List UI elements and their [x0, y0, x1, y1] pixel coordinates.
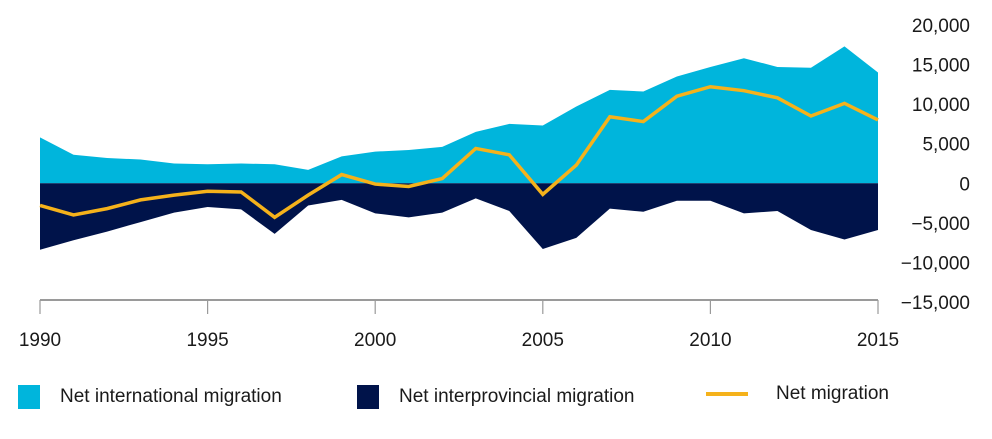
legend-label: Net migration — [776, 383, 889, 405]
x-tick-label: 1995 — [186, 330, 228, 351]
y-tick-label: 10,000 — [912, 95, 970, 116]
y-tick-label: 15,000 — [912, 56, 970, 77]
y-tick-label: 20,000 — [912, 16, 970, 37]
y-tick-label: −5,000 — [911, 214, 970, 235]
legend-swatch-interprovincial — [357, 385, 379, 409]
x-tick-label: 1990 — [19, 330, 61, 351]
x-tick-label: 2005 — [522, 330, 564, 351]
y-tick-label: 0 — [959, 174, 970, 195]
area-layer — [40, 46, 878, 249]
legend: Net international migration Net interpro… — [0, 385, 992, 415]
legend-line-net — [706, 392, 748, 396]
legend-label: Net interprovincial migration — [399, 386, 635, 408]
legend-swatch-international — [18, 385, 40, 409]
legend-label: Net international migration — [60, 386, 282, 408]
x-tick-label: 2010 — [689, 330, 731, 351]
y-axis: 20,000 15,000 10,000 5,000 0 −5,000 −10,000 −15… — [901, 16, 970, 314]
y-tick-label: −10,000 — [901, 253, 970, 274]
area-net-interprovincial-migration — [40, 183, 878, 249]
legend-item-international: Net international migration — [18, 385, 282, 409]
x-axis: 1990 1995 2000 2005 2010 2015 — [19, 300, 899, 351]
y-tick-label: 5,000 — [922, 135, 970, 156]
legend-item-net: Net migration — [706, 383, 889, 405]
y-tick-label: −15,000 — [901, 293, 970, 314]
x-tick-label: 2000 — [354, 330, 396, 351]
x-tick-label: 2015 — [857, 330, 899, 351]
legend-item-interprovincial: Net interprovincial migration — [357, 385, 635, 409]
